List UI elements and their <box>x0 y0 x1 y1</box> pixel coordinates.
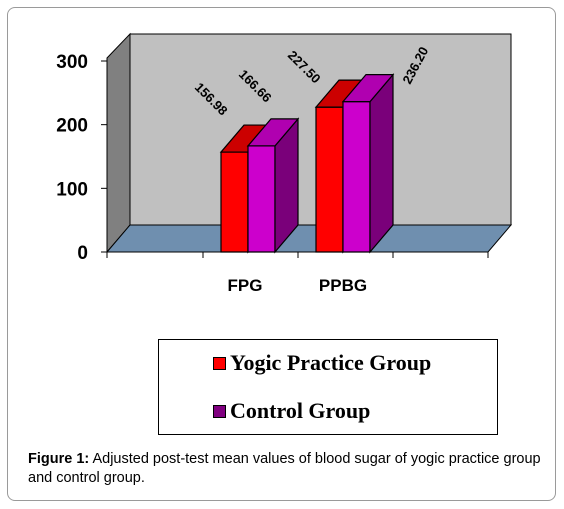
y-tick-label: 100 <box>56 179 88 200</box>
legend: Yogic Practice Group Control Group <box>158 339 498 435</box>
bar-side <box>369 72 394 254</box>
x-tick-label: FPG <box>228 276 263 295</box>
y-tick-label: 300 <box>56 52 88 73</box>
legend-swatch-yogic <box>213 356 226 370</box>
bar-front <box>315 106 344 253</box>
bar <box>246 117 300 254</box>
bar-front <box>342 101 371 253</box>
legend-label-yogic: Yogic Practice Group <box>230 350 432 375</box>
legend-label-control: Control Group <box>230 398 371 423</box>
bar <box>341 72 395 254</box>
bar-front <box>247 145 276 253</box>
side-wall <box>106 32 131 254</box>
floor <box>105 224 513 253</box>
x-tick-label: PPBG <box>319 276 367 295</box>
caption-label: Figure 1: <box>28 451 90 467</box>
caption-text: Adjusted post-test mean values of blood … <box>28 451 541 486</box>
bars <box>219 72 395 254</box>
y-tick-label: 200 <box>56 116 88 137</box>
legend-item-yogic: Yogic Practice Group <box>213 350 431 376</box>
bar-front <box>220 151 249 253</box>
y-tick-label: 0 <box>77 243 88 264</box>
figure-caption: Figure 1: Adjusted post-test mean values… <box>28 450 548 488</box>
bar-top <box>246 118 300 147</box>
legend-item-control: Control Group <box>213 398 370 424</box>
axes: FPG PPBG 0 100 200 300 <box>56 52 489 295</box>
bar-top <box>341 74 395 103</box>
legend-swatch-control <box>213 404 226 418</box>
